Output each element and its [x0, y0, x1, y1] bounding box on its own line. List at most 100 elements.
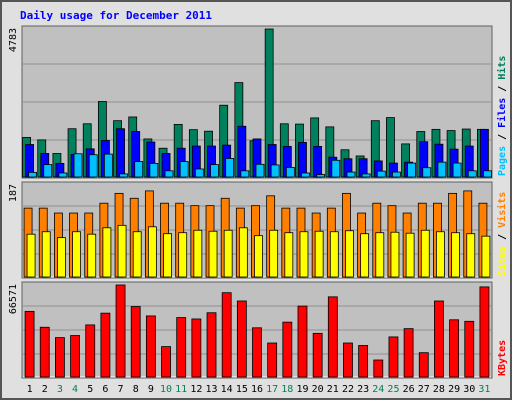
legend-files: Files	[496, 98, 508, 128]
bar-sites-day-30	[466, 233, 476, 278]
bar-pages-day-23	[361, 173, 371, 178]
bar-kbytes-day-6	[100, 312, 111, 378]
x-tick-label-day-25: 25	[387, 384, 399, 395]
bar-kbytes-day-14	[221, 292, 232, 378]
bar-pages-day-24	[376, 170, 386, 178]
x-tick-label-day-22: 22	[342, 384, 354, 395]
bar-sites-day-12	[193, 229, 203, 278]
bar-sites-day-27	[420, 229, 430, 278]
bar-kbytes-day-16	[252, 327, 262, 378]
bar-sites-day-7	[117, 224, 127, 278]
bar-kbytes-day-3	[55, 337, 65, 378]
x-tick-label-day-23: 23	[357, 384, 369, 395]
x-tick-label-day-17: 17	[266, 384, 278, 395]
bar-pages-day-25	[392, 171, 401, 178]
bar-sites-day-1	[26, 233, 36, 278]
bar-kbytes-day-8	[130, 306, 141, 378]
bar-pages-day-11	[179, 161, 189, 178]
x-tick-label-day-2: 2	[42, 384, 48, 395]
x-tick-label-day-5: 5	[87, 384, 93, 395]
bar-sites-day-20	[314, 230, 324, 278]
bar-kbytes-day-5	[85, 324, 96, 378]
bar-sites-day-6	[102, 227, 112, 278]
x-tick-label-day-24: 24	[372, 384, 384, 395]
panel-hits-files-pages-legend: Pages / Files / Hits	[496, 56, 508, 176]
bar-pages-day-19	[301, 172, 310, 178]
bar-pages-day-6	[103, 153, 113, 178]
bar-sites-day-9	[147, 226, 157, 278]
x-tick-label-day-15: 15	[236, 384, 248, 395]
x-tick-label-day-20: 20	[312, 384, 324, 395]
bar-pages-day-5	[88, 154, 98, 178]
bar-kbytes-day-10	[161, 346, 171, 378]
bar-sites-day-16	[254, 235, 263, 278]
bar-pages-day-17	[270, 164, 280, 178]
bar-sites-day-8	[132, 231, 142, 278]
bar-pages-day-7	[119, 173, 128, 178]
bar-pages-day-15	[240, 170, 250, 178]
bar-pages-day-26	[407, 162, 417, 178]
bar-pages-day-22	[346, 171, 356, 178]
bar-pages-day-21	[331, 159, 341, 178]
panel-visits-sites-ymax-label: 187	[8, 184, 19, 202]
bar-sites-day-2	[41, 231, 51, 278]
x-tick-label-day-19: 19	[296, 384, 308, 395]
bar-pages-day-27	[422, 167, 432, 178]
panel-kbytes-ymax-label: 66571	[8, 284, 19, 314]
bar-kbytes-day-22	[343, 342, 353, 378]
bar-pages-day-10	[164, 170, 174, 178]
bar-sites-day-11	[178, 232, 188, 278]
bar-files-day-7	[116, 128, 125, 178]
bar-kbytes-day-31	[479, 286, 490, 378]
bar-files-day-15	[237, 125, 247, 178]
bar-kbytes-day-18	[282, 321, 293, 378]
bar-pages-day-8	[134, 161, 144, 178]
x-tick-label-day-21: 21	[327, 384, 339, 395]
x-tick-label-day-4: 4	[72, 384, 78, 395]
bar-kbytes-day-13	[206, 312, 217, 378]
legend-visits: Visits	[496, 192, 508, 228]
bar-kbytes-day-15	[236, 300, 247, 378]
bar-pages-day-14	[225, 158, 235, 178]
chart-title: Daily usage for December 2011	[20, 9, 212, 22]
x-tick-label-day-27: 27	[418, 384, 430, 395]
bar-kbytes-day-29	[449, 319, 460, 378]
bar-files-day-19	[298, 141, 307, 178]
x-tick-label-day-7: 7	[118, 384, 124, 395]
bar-kbytes-day-17	[267, 342, 278, 378]
x-tick-label-day-6: 6	[102, 384, 108, 395]
bar-files-day-20	[313, 145, 323, 178]
x-tick-label-day-12: 12	[190, 384, 202, 395]
bar-pages-day-4	[73, 153, 83, 178]
bar-pages-day-31	[483, 170, 492, 178]
bar-sites-day-24	[375, 232, 385, 278]
bar-pages-day-18	[285, 167, 295, 178]
bar-sites-day-15	[238, 227, 248, 278]
bar-kbytes-day-4	[70, 335, 80, 378]
bar-sites-day-19	[299, 231, 309, 278]
legend-separator: /	[497, 80, 508, 98]
bar-kbytes-day-20	[312, 332, 323, 378]
x-tick-label-day-8: 8	[133, 384, 139, 395]
bar-pages-day-12	[194, 168, 204, 178]
x-tick-label-day-3: 3	[57, 384, 63, 395]
x-tick-label-day-13: 13	[205, 384, 217, 395]
bar-pages-day-28	[437, 161, 447, 178]
x-tick-label-day-30: 30	[463, 384, 475, 395]
bar-sites-day-13	[208, 230, 218, 278]
bar-pages-day-1	[28, 171, 37, 178]
bar-pages-day-2	[43, 164, 53, 178]
bar-sites-day-3	[57, 237, 66, 278]
bar-sites-day-29	[451, 232, 461, 278]
x-tick-label-day-1: 1	[27, 384, 33, 395]
bar-sites-day-4	[72, 231, 81, 278]
legend-sites: Sites	[496, 246, 508, 276]
x-tick-label-day-29: 29	[448, 384, 460, 395]
x-tick-label-day-18: 18	[281, 384, 293, 395]
panel-visits-sites-legend: Sites / Visits	[496, 192, 508, 276]
bar-pages-day-29	[452, 162, 462, 178]
bar-sites-day-10	[163, 233, 172, 278]
bar-kbytes-day-21	[327, 296, 338, 378]
